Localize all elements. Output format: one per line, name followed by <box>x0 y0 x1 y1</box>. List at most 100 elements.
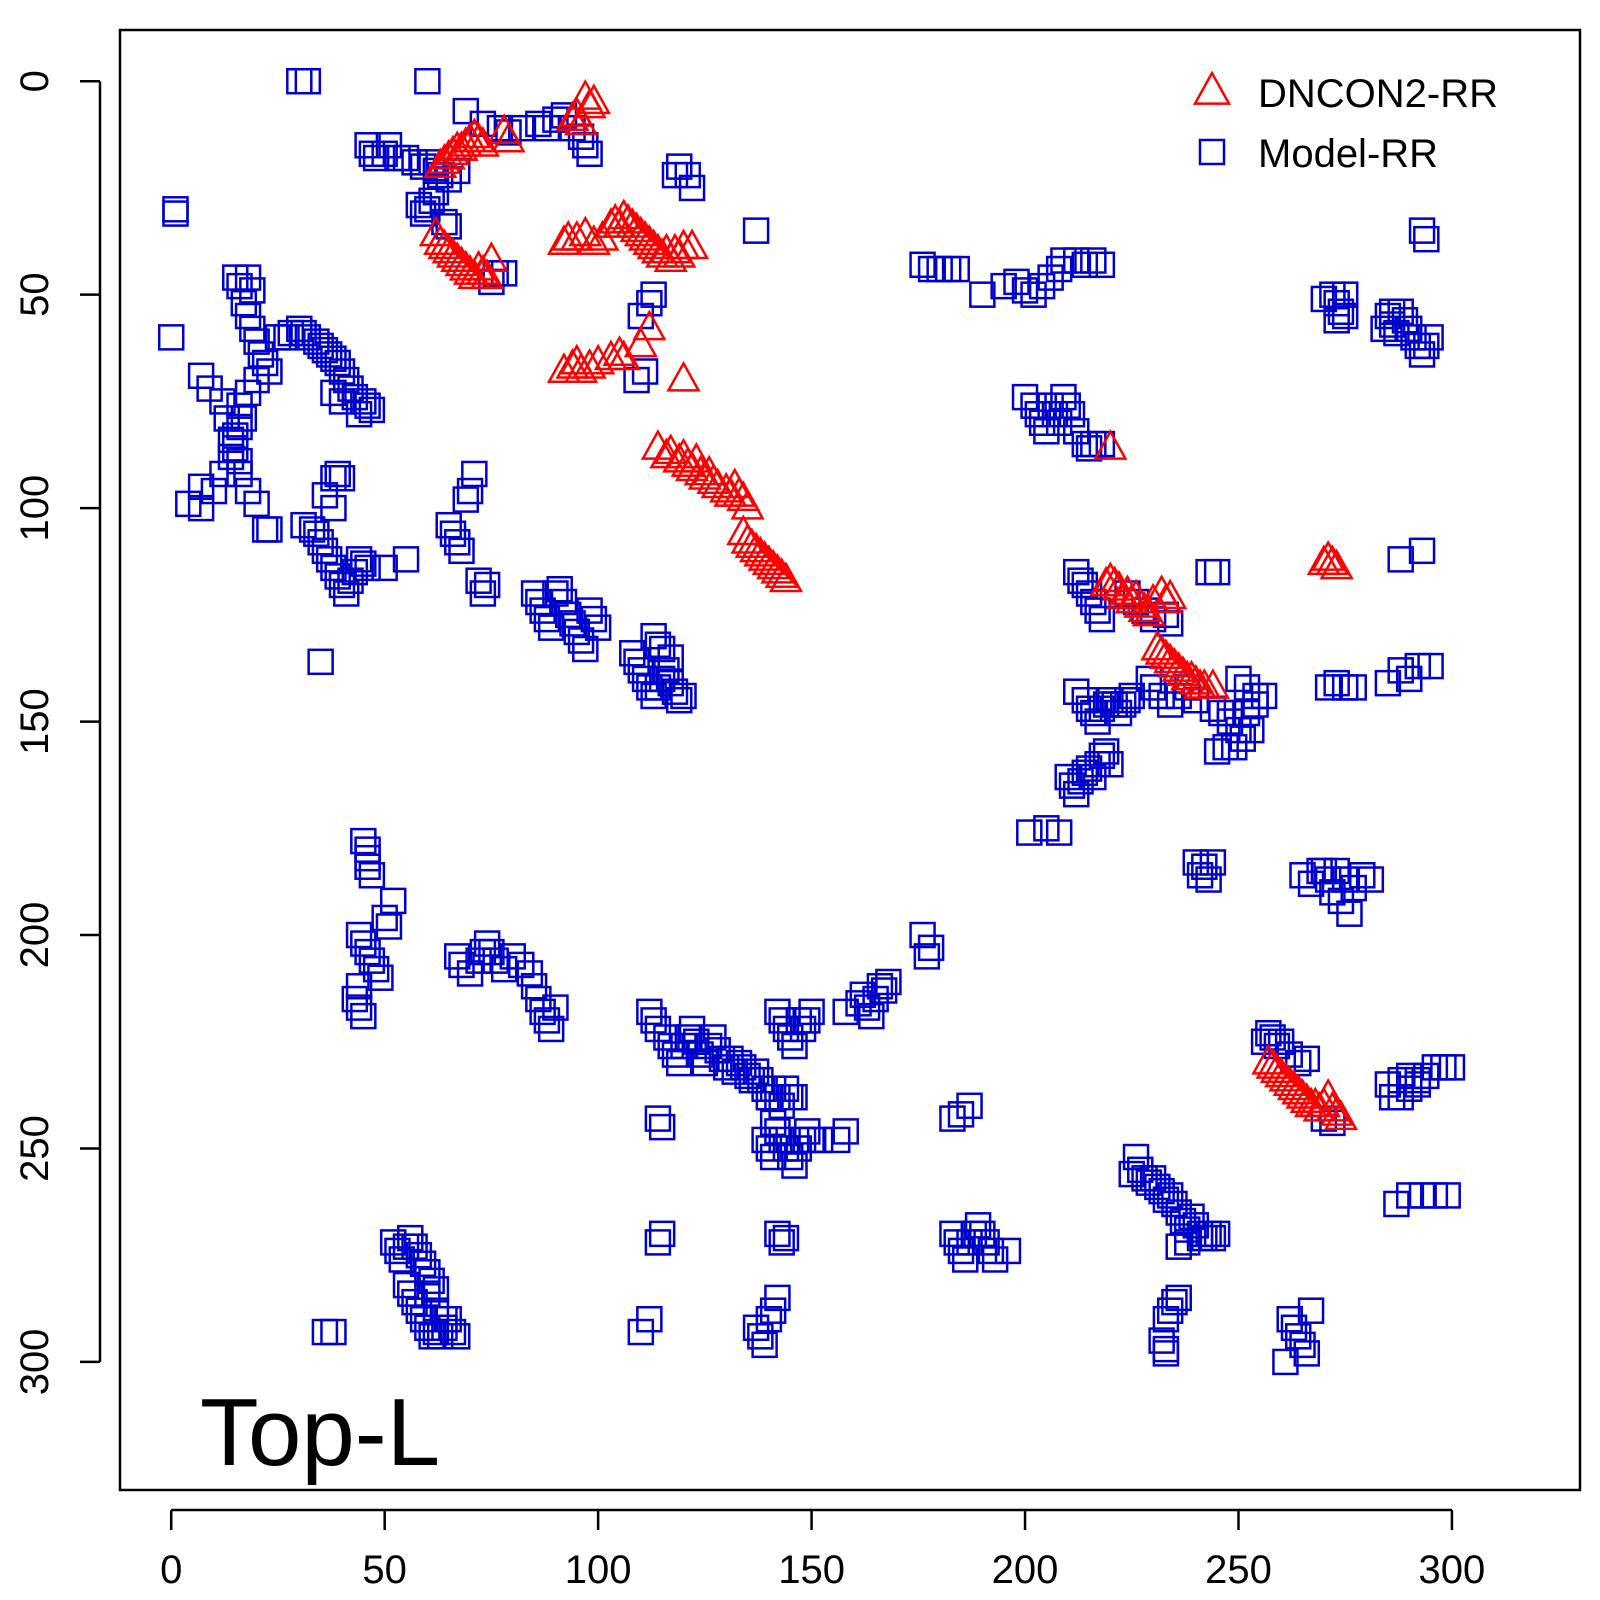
model-rr-point <box>431 1305 458 1333</box>
legend-label-dncon2-rr: DNCON2-RR <box>1258 72 1498 116</box>
model-rr-point <box>397 1224 424 1252</box>
model-rr-point <box>226 413 253 441</box>
model-rr-point <box>1020 392 1047 419</box>
model-rr-point <box>542 106 569 133</box>
dncon2-rr-point <box>756 548 791 580</box>
model-rr-point <box>303 520 330 547</box>
y-tick-label: 50 <box>13 272 57 317</box>
model-rr-point <box>648 1220 676 1248</box>
model-rr-point <box>764 1220 791 1248</box>
model-rr-point <box>392 1271 420 1299</box>
model-rr-point <box>747 1323 774 1350</box>
plot-frame <box>118 28 1582 1492</box>
model-rr-point <box>755 1305 783 1333</box>
model-rr-point <box>806 1126 834 1154</box>
model-rr-point <box>661 678 689 705</box>
model-rr-point <box>1203 1220 1231 1248</box>
dncon2-rr-point <box>444 245 479 277</box>
model-rr-point <box>520 580 548 607</box>
model-rr-point <box>759 1109 787 1137</box>
model-rr-point <box>943 255 970 283</box>
model-rr-point <box>1139 674 1167 701</box>
dncon2-rr-point <box>1259 1052 1295 1084</box>
dncon2-rr-point <box>457 117 492 149</box>
model-rr-point <box>371 554 398 582</box>
model-rr-point <box>1084 597 1111 624</box>
dncon2-rr-point <box>581 343 616 375</box>
model-rr-point <box>444 529 471 556</box>
y-tick-label: 300 <box>13 1329 57 1396</box>
dncon2-rr-point <box>1093 429 1128 460</box>
model-rr-point <box>1088 742 1116 769</box>
dncon2-rr-point <box>491 121 526 153</box>
model-rr-point <box>367 964 394 991</box>
dncon2-rr-point <box>632 309 667 341</box>
model-rr-point <box>1195 866 1222 893</box>
model-rr-point <box>772 1075 800 1102</box>
model-rr-point <box>1080 247 1107 274</box>
legend-square-icon <box>1198 138 1226 166</box>
model-rr-point <box>1186 1224 1214 1252</box>
legend-symbol-dncon2-rr <box>1192 70 1232 105</box>
dncon2-rr-point <box>751 544 787 576</box>
model-rr-point <box>1148 682 1175 710</box>
dncon2-rr-point <box>632 224 667 255</box>
model-rr-point <box>1097 751 1124 778</box>
dncon2-rr-point <box>474 241 509 273</box>
dncon2-rr-point <box>555 347 590 379</box>
x-tick-label: 250 <box>1205 1548 1272 1592</box>
model-rr-point <box>341 985 369 1013</box>
model-rr-point <box>977 1237 1005 1265</box>
model-rr-point <box>358 947 386 974</box>
model-rr-point <box>755 1135 783 1162</box>
model-rr-point <box>973 1229 1000 1256</box>
y-tick-label: 0 <box>13 70 57 92</box>
x-tick-label: 300 <box>1419 1548 1486 1592</box>
model-rr-point <box>631 358 659 385</box>
model-rr-point <box>482 947 509 974</box>
dncon2-rr-point <box>696 463 731 495</box>
model-rr-point <box>1203 738 1231 765</box>
dncon2-rr-point <box>1178 663 1213 695</box>
model-rr-point <box>1395 1075 1423 1102</box>
model-rr-point <box>665 1049 693 1077</box>
model-rr-point <box>1020 281 1047 308</box>
legend-label-model-rr: Model-RR <box>1258 132 1438 176</box>
model-rr-point <box>1109 691 1137 718</box>
model-rr-point <box>409 1250 437 1277</box>
model-rr-point <box>358 862 386 889</box>
dncon2-rr-point <box>1315 544 1350 576</box>
model-rr-point <box>640 281 667 308</box>
model-rr-point <box>1233 674 1261 701</box>
dncon2-rr-point <box>1148 582 1184 614</box>
model-rr-point <box>324 349 351 377</box>
model-rr-point <box>1156 1182 1184 1209</box>
model-rr-point <box>247 341 275 368</box>
model-rr-point <box>328 358 356 385</box>
model-rr-point <box>371 904 398 932</box>
model-rr-point <box>405 1297 433 1324</box>
model-rr-point <box>1118 682 1146 710</box>
model-rr-point <box>350 930 377 957</box>
dncon2-rr-point <box>627 219 663 251</box>
model-rr-point <box>1336 900 1363 927</box>
model-rr-point <box>1378 298 1406 326</box>
model-rr-point <box>414 67 441 95</box>
model-rr-point <box>781 1032 808 1060</box>
model-rr-point <box>456 477 484 505</box>
model-rr-point <box>345 546 373 573</box>
model-rr-point <box>1152 1340 1180 1367</box>
dncon2-rr-point <box>674 228 710 260</box>
model-rr-point <box>307 529 334 556</box>
model-rr-point <box>1319 879 1346 906</box>
model-rr-point <box>1165 1284 1192 1312</box>
model-rr-point <box>917 934 945 962</box>
dncon2-rr-point <box>610 202 646 234</box>
x-tick-label: 50 <box>362 1548 407 1592</box>
dncon2-rr-point <box>1323 1099 1359 1131</box>
model-rr-point <box>764 998 791 1026</box>
dncon2-rr-point <box>768 561 804 593</box>
model-rr-point <box>768 1229 795 1256</box>
dncon2-rr-point <box>1174 659 1209 691</box>
